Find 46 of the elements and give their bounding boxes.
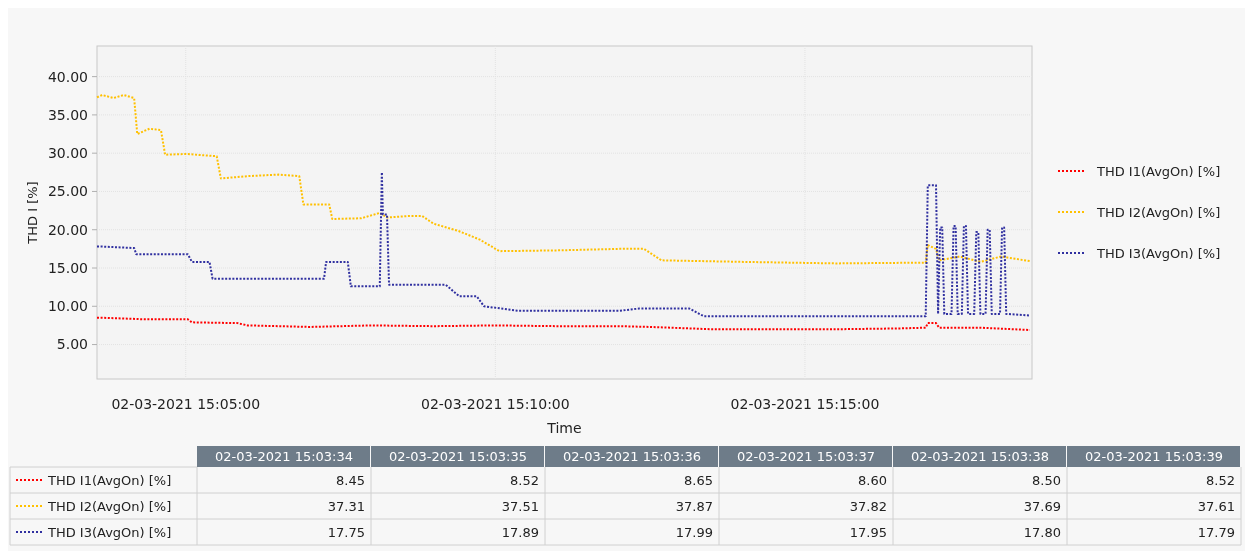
data-label: 37.82 [849, 498, 887, 514]
x-tick-label: 02-03-2021 15:10:00 [421, 396, 570, 412]
y-tick-label: 5.00 [56, 336, 88, 353]
line-series [96, 171, 1031, 318]
data-label: 37.69 [1023, 498, 1061, 514]
y-tick-label: 10.00 [47, 298, 88, 315]
category-label: 02-03-2021 15:03:39 [1084, 449, 1224, 465]
data-label: 37.31 [327, 498, 365, 514]
category-label: 02-03-2021 15:03:38 [910, 449, 1050, 465]
category-label: 02-03-2021 15:03:34 [214, 449, 354, 465]
line-series [96, 316, 1031, 332]
data-label: 8.52 [510, 472, 539, 488]
legend-label: THD I3(AvgOn) [%] [47, 524, 172, 540]
data-label: 8.50 [1032, 472, 1061, 488]
legend-label: THD I3(AvgOn) [%] [1096, 245, 1221, 261]
y-tick-label: 35.00 [47, 106, 88, 123]
y-tick-label: 25.00 [47, 183, 88, 200]
x-tick-label: 02-03-2021 15:05:00 [111, 396, 261, 412]
data-label: 17.99 [675, 524, 713, 540]
data-label: 8.52 [1206, 472, 1235, 488]
legend-label: THD I1(AvgOn) [%] [1096, 163, 1221, 179]
data-label: 8.45 [336, 472, 365, 488]
data-label: 17.75 [327, 524, 365, 540]
data-label: 37.61 [1197, 498, 1235, 514]
y-tick-label: 40.00 [47, 68, 88, 85]
category-label: 02-03-2021 15:03:35 [388, 449, 528, 465]
y-tick-label: 15.00 [47, 259, 88, 276]
category-label: 02-03-2021 15:03:36 [562, 449, 702, 465]
category-label: 02-03-2021 15:03:37 [736, 449, 876, 465]
data-label: 8.65 [684, 472, 713, 488]
legend-label: THD I1(AvgOn) [%] [47, 472, 172, 488]
legend-label: THD I2(AvgOn) [%] [1096, 204, 1221, 220]
data-label: 37.51 [501, 498, 539, 514]
x-axis-title: Time [546, 420, 582, 436]
y-tick-label: 20.00 [47, 221, 88, 238]
data-label: 37.87 [675, 498, 713, 514]
y-axis-title: THD I [%] [25, 181, 40, 245]
data-label: 17.95 [849, 524, 887, 540]
data-label: 17.89 [501, 524, 539, 540]
line-series [96, 93, 1031, 265]
legend-label: THD I2(AvgOn) [%] [47, 498, 172, 514]
data-label: 8.60 [858, 472, 887, 488]
data-label: 17.79 [1197, 524, 1235, 540]
y-tick-label: 30.00 [47, 145, 88, 162]
x-tick-label: 02-03-2021 15:15:00 [730, 396, 880, 412]
data-label: 17.80 [1023, 524, 1061, 540]
